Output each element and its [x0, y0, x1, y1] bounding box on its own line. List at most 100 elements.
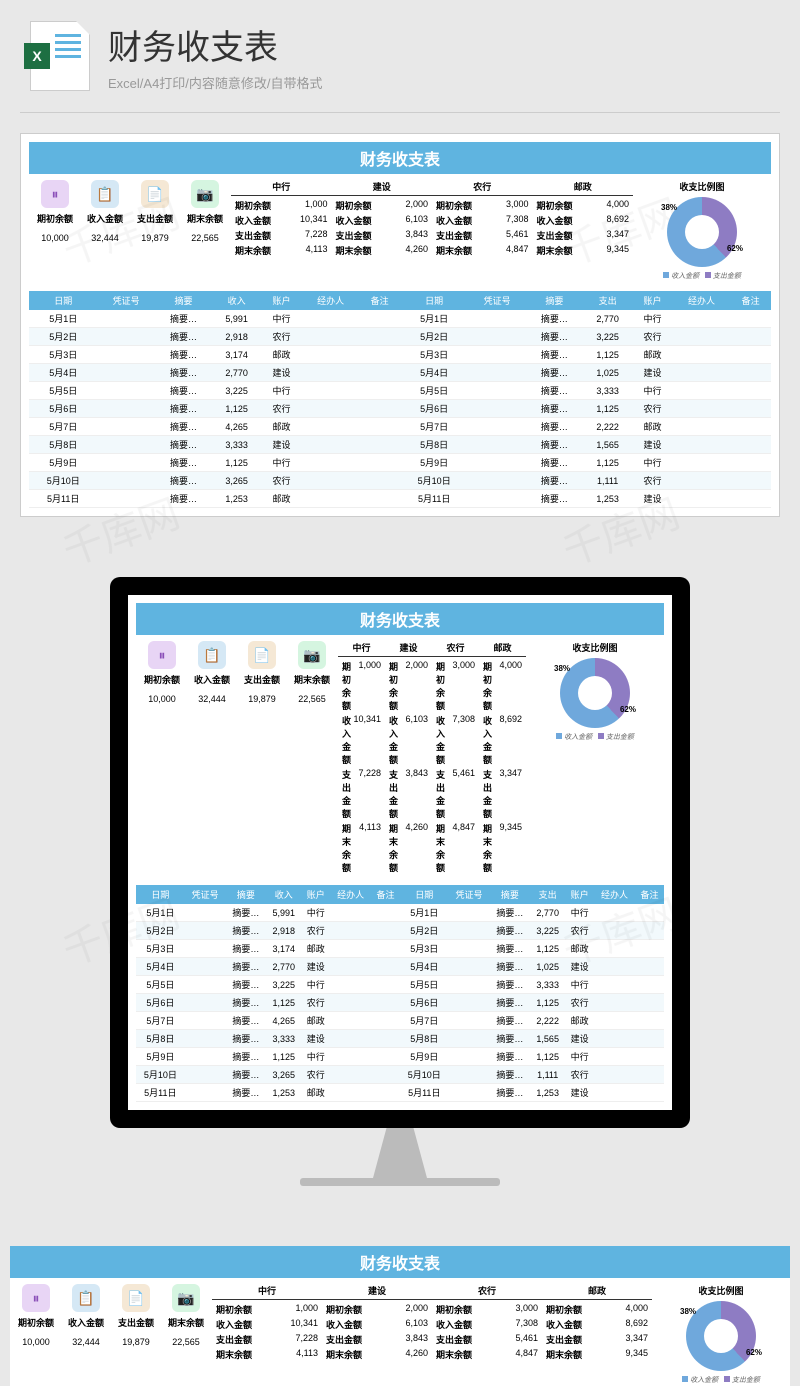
table-row: 5月11日摘要…1,253邮政5月11日摘要…1,253建设 [136, 1084, 664, 1102]
table-cell [449, 1084, 490, 1102]
table-cell [594, 994, 635, 1012]
table-cell [185, 994, 226, 1012]
table-cell: 5月9日 [400, 454, 468, 472]
column-header: 备注 [730, 291, 771, 310]
table-cell: 2,770 [583, 310, 632, 328]
table-cell: 建设 [301, 1030, 330, 1048]
table-cell: 5月6日 [136, 994, 185, 1012]
bank-row: 期末余额4,847 [432, 1347, 542, 1362]
column-header: 备注 [359, 291, 400, 310]
table-cell [468, 310, 525, 328]
table-cell: 1,125 [530, 1048, 565, 1066]
table-cell: 摘要… [489, 1066, 530, 1084]
table-cell [359, 328, 400, 346]
table-cell [359, 454, 400, 472]
table-cell: 中行 [565, 1048, 594, 1066]
bank-row: 期初余额2,000 [322, 1302, 432, 1317]
column-header: 摘要 [526, 291, 583, 310]
column-header: 凭证号 [449, 885, 490, 904]
table-cell: 邮政 [261, 418, 302, 436]
legend-label: 收入金额 [690, 1377, 718, 1384]
table-cell: 1,111 [583, 472, 632, 490]
table-cell: 3,333 [212, 436, 261, 454]
table-cell: 邮政 [632, 346, 673, 364]
table-row: 5月2日摘要…2,918农行5月2日摘要…3,225农行 [29, 328, 771, 346]
table-cell: 1,025 [583, 364, 632, 382]
table-cell [449, 1030, 490, 1048]
total-item: ⏸ 期初余额 10,000 [140, 641, 184, 704]
total-label: 收入金额 [190, 673, 234, 686]
table-row: 5月1日摘要…5,991中行5月1日摘要…2,770中行 [29, 310, 771, 328]
table-cell: 5月10日 [400, 1066, 449, 1084]
bank-row: 收入金额7,308 [432, 213, 533, 228]
bank-row: 支出金额7,228 [231, 228, 332, 243]
table-row: 5月6日摘要…1,125农行5月6日摘要…1,125农行 [136, 994, 664, 1012]
table-cell: 农行 [301, 922, 330, 940]
total-icon: 📷 [298, 641, 326, 669]
table-cell [635, 1012, 664, 1030]
table-cell: 3,225 [583, 328, 632, 346]
income-pct: 62% [746, 1348, 762, 1357]
total-label: 期初余额 [140, 673, 184, 686]
total-label: 收入金额 [83, 212, 127, 225]
table-cell: 建设 [565, 1030, 594, 1048]
table-cell: 摘要… [155, 364, 212, 382]
summary-row: ⏸ 期初余额 10,000📋 收入金额 32,444📄 支出金额 19,879📷… [29, 174, 771, 287]
table-cell [185, 958, 226, 976]
table-cell [673, 364, 730, 382]
table-row: 5月5日摘要…3,225中行5月5日摘要…3,333中行 [29, 382, 771, 400]
table-cell [730, 400, 771, 418]
total-value: 22,565 [290, 694, 334, 704]
bank-column: 中行期初余额1,000收入金额10,341支出金额7,228期末余额4,113 [338, 641, 385, 875]
table-cell: 摘要… [155, 328, 212, 346]
table-cell: 5月6日 [400, 994, 449, 1012]
table-cell [371, 904, 400, 922]
table-cell [635, 976, 664, 994]
excel-file-icon: X [30, 21, 90, 91]
table-cell: 3,225 [266, 976, 301, 994]
income-pct: 62% [727, 244, 743, 253]
legend-label: 收入金额 [671, 273, 699, 280]
table-cell: 5月10日 [136, 1066, 185, 1084]
total-value: 19,879 [114, 1337, 158, 1347]
table-cell: 1,253 [266, 1084, 301, 1102]
table-cell: 摘要… [226, 976, 267, 994]
table-cell [449, 976, 490, 994]
table-cell [673, 328, 730, 346]
bank-row: 期初余额2,000 [332, 198, 433, 213]
table-cell [359, 364, 400, 382]
table-cell: 4,265 [266, 1012, 301, 1030]
table-cell: 5月4日 [400, 958, 449, 976]
total-item: 📄 支出金额 19,879 [133, 180, 177, 243]
legend-swatch-income [556, 733, 562, 739]
table-cell: 摘要… [226, 1030, 267, 1048]
table-cell [449, 904, 490, 922]
table-cell [468, 436, 525, 454]
spreadsheet: 财务收支表 ⏸ 期初余额 10,000📋 收入金额 32,444📄 支出金额 1… [10, 1246, 790, 1386]
table-cell: 2,222 [530, 1012, 565, 1030]
table-cell: 摘要… [155, 310, 212, 328]
table-cell [673, 436, 730, 454]
table-cell [302, 436, 359, 454]
bank-row: 支出金额3,347 [533, 228, 634, 243]
table-cell [371, 1012, 400, 1030]
table-cell: 摘要… [526, 310, 583, 328]
total-icon: 📄 [248, 641, 276, 669]
table-cell [330, 994, 371, 1012]
bank-row: 支出金额3,843 [322, 1332, 432, 1347]
column-header: 支出 [530, 885, 565, 904]
table-cell: 农行 [632, 328, 673, 346]
column-header: 日期 [400, 885, 449, 904]
total-item: 📄 支出金额 19,879 [114, 1284, 158, 1347]
totals-block: ⏸ 期初余额 10,000📋 收入金额 32,444📄 支出金额 19,879📷… [33, 180, 227, 243]
table-cell [594, 1030, 635, 1048]
table-cell [673, 490, 730, 508]
table-cell: 1,565 [530, 1030, 565, 1048]
total-icon: 📋 [72, 1284, 100, 1312]
table-cell: 5月1日 [136, 904, 185, 922]
table-cell [371, 1030, 400, 1048]
table-cell: 邮政 [301, 1084, 330, 1102]
table-cell [371, 1084, 400, 1102]
table-cell: 摘要… [489, 922, 530, 940]
bank-name: 邮政 [542, 1284, 652, 1300]
